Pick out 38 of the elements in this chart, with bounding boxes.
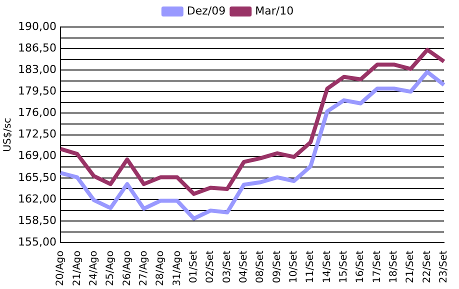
x-tick-label: 22/Set xyxy=(422,250,433,284)
x-tick-label: 31/Ago xyxy=(172,250,183,286)
x-tick-label: 24/Ago xyxy=(88,250,100,286)
legend-label: Mar/10 xyxy=(255,4,294,18)
x-tick-label: 14/Set xyxy=(322,250,333,284)
x-tick-label: 01/Set xyxy=(188,250,200,284)
x-tick-label: 15/Set xyxy=(338,250,350,284)
y-tick-label: 162,00 xyxy=(18,192,56,206)
x-tick-label: 11/Set xyxy=(305,250,316,284)
x-tick-label: 20/Ago xyxy=(55,250,66,286)
y-tick-label: 155,00 xyxy=(18,235,56,248)
y-tick-label: 172,50 xyxy=(18,128,56,141)
x-tick-label: 27/Ago xyxy=(138,250,150,286)
y-tick-label: 158,50 xyxy=(18,214,56,227)
legend-label: Dez/09 xyxy=(186,4,226,18)
x-tick-label: 03/Set xyxy=(222,250,233,284)
x-tick-label: 04/Set xyxy=(238,250,250,284)
y-tick-label: 169,00 xyxy=(18,149,56,162)
y-axis-title: US$/sc xyxy=(2,118,14,152)
x-tick-label: 09/Set xyxy=(272,250,283,284)
x-tick-label: 17/Set xyxy=(372,250,383,284)
y-tick-label: 183,00 xyxy=(18,62,56,76)
x-tick-label: 21/Set xyxy=(405,250,416,284)
x-tick-label: 26/Ago xyxy=(122,250,133,286)
x-tick-label: 23/Set xyxy=(438,250,450,284)
y-tick-label: 165,50 xyxy=(18,170,56,184)
y-tick-label: 176,00 xyxy=(18,106,56,120)
x-tick-label: 18/Set xyxy=(388,250,400,284)
x-tick-label: 10/Set xyxy=(288,250,300,284)
x-tick-label: 16/Set xyxy=(355,250,366,284)
y-tick-label: 179,50 xyxy=(18,84,56,98)
y-tick-label: 186,50 xyxy=(18,41,56,54)
x-tick-label: 02/Set xyxy=(205,250,216,284)
x-tick-label: 25/Ago xyxy=(105,250,116,286)
y-tick-label: 190,00 xyxy=(18,20,56,33)
x-tick-label: 21/Ago xyxy=(72,250,83,286)
x-tick-label: 08/Set xyxy=(255,250,266,284)
x-tick-label: 28/Ago xyxy=(155,250,166,286)
